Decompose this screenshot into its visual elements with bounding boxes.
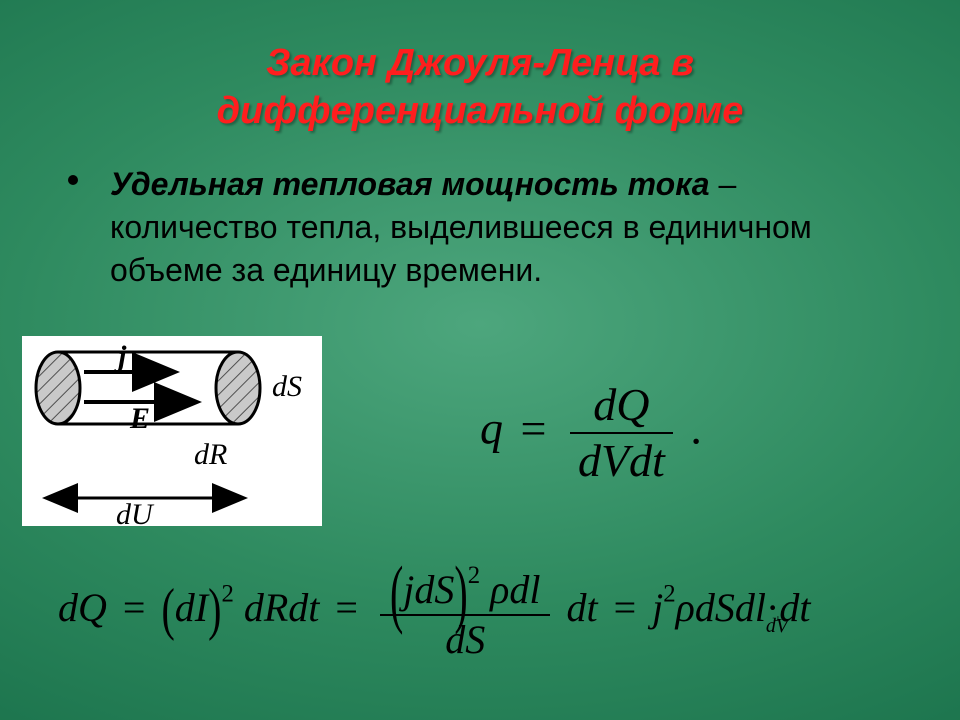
frac-tail: dt — [566, 585, 597, 630]
p1-inner: dI — [175, 585, 208, 630]
bullet-icon — [68, 175, 78, 185]
lparen-2: ( — [390, 556, 403, 632]
label-dU: dU — [116, 498, 155, 526]
label-dS: dS — [272, 370, 302, 403]
rparen-2: ) — [454, 556, 467, 632]
p1-exp: 2 — [221, 580, 233, 607]
slide-title: Закон Джоуля-Ленца в дифференциальной фо… — [0, 0, 960, 135]
rhs-j: j — [652, 585, 663, 630]
dQ-lhs: dQ — [58, 585, 107, 630]
equation-q: q = dQ dVdt . — [480, 380, 702, 486]
eq-q-dot: . — [690, 403, 702, 454]
lparen-1: ( — [161, 581, 174, 639]
rhs-j-exp: 2 — [663, 580, 675, 607]
title-line2: дифференциальной форме — [217, 90, 744, 132]
eq-q-lhs: q — [480, 403, 503, 454]
eq-sign-3: = — [608, 585, 643, 630]
eq-sign-1: = — [117, 585, 152, 630]
eq-q-den: dVdt — [570, 432, 673, 486]
title-line1: Закон Джоуля-Ленца в — [266, 42, 694, 84]
frac-num: (jdS)2 ρdl — [380, 562, 551, 614]
definition-block: Удельная тепловая мощность тока – количе… — [0, 135, 960, 293]
cylinder-diagram: j E dS dR dU — [22, 336, 322, 526]
equation-dQ: dQ = (dI)2 dRdt = (jdS)2 ρdl dS dt = j2ρ… — [58, 562, 928, 662]
eq-q-num: dQ — [570, 380, 673, 432]
frac-num-inner: jdS — [403, 567, 454, 612]
eq-q-fraction: dQ dVdt — [570, 380, 673, 486]
dv-annotation: dV — [712, 615, 842, 638]
rparen-1: ) — [208, 581, 221, 639]
definition-text: Удельная тепловая мощность тока – количе… — [110, 163, 890, 293]
rhs-rho: ρ — [676, 585, 695, 630]
label-j: j — [114, 340, 127, 373]
p1-tail: dRdt — [244, 585, 320, 630]
definition-bold: Удельная тепловая мощность тока — [110, 166, 710, 202]
label-dR: dR — [194, 438, 227, 471]
label-E: E — [129, 402, 150, 435]
equals-sign: = — [515, 403, 553, 454]
frac-num-tail: ρdl — [490, 567, 540, 612]
frac-num-exp: 2 — [468, 562, 480, 589]
dQ-fraction: (jdS)2 ρdl dS — [380, 562, 551, 662]
eq-sign-2: = — [329, 585, 364, 630]
